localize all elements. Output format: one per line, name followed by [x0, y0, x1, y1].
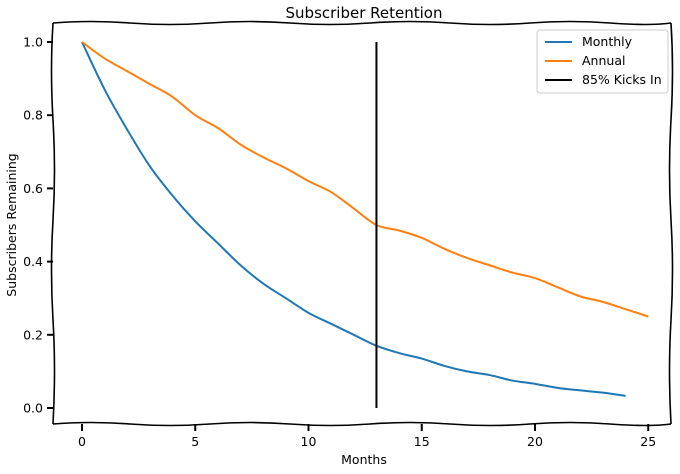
plot-frame	[50, 20, 674, 427]
series-layer	[81, 41, 649, 397]
x-tick-label: 0	[78, 434, 86, 449]
x-tick-label: 10	[301, 434, 317, 449]
x-tick-label: 15	[414, 434, 430, 449]
y-tick-label: 0.2	[23, 327, 43, 342]
y-tick-label: 0.4	[23, 254, 43, 269]
y-tick-label: 0.0	[23, 401, 43, 416]
y-axis: 0.0 0.2 0.4 0.6 0.8 1.0	[23, 35, 53, 416]
x-axis: 0 5 10 15 20 25	[78, 424, 656, 449]
series-line-annual	[81, 41, 649, 318]
x-axis-label: Months	[341, 452, 387, 467]
x-tick-label: 25	[640, 434, 656, 449]
legend-box	[536, 29, 669, 94]
y-tick-label: 0.6	[23, 181, 43, 196]
chart-title: Subscriber Retention	[286, 4, 443, 22]
legend-label-annual: Annual	[582, 53, 625, 68]
legend-label-monthly: Monthly	[582, 34, 633, 49]
y-axis-label: Subscribers Remaining	[4, 153, 19, 296]
x-tick-label: 5	[191, 434, 199, 449]
y-tick-label: 0.8	[23, 108, 43, 123]
legend-label-kicks-in: 85% Kicks In	[582, 72, 662, 87]
series-line-monthly	[81, 41, 626, 397]
y-tick-label: 1.0	[23, 35, 43, 50]
x-tick-label: 20	[527, 434, 543, 449]
legend: Monthly Annual 85% Kicks In	[536, 29, 669, 94]
